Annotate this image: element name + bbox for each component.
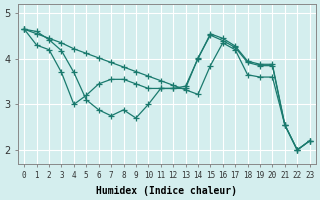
X-axis label: Humidex (Indice chaleur): Humidex (Indice chaleur): [96, 186, 237, 196]
